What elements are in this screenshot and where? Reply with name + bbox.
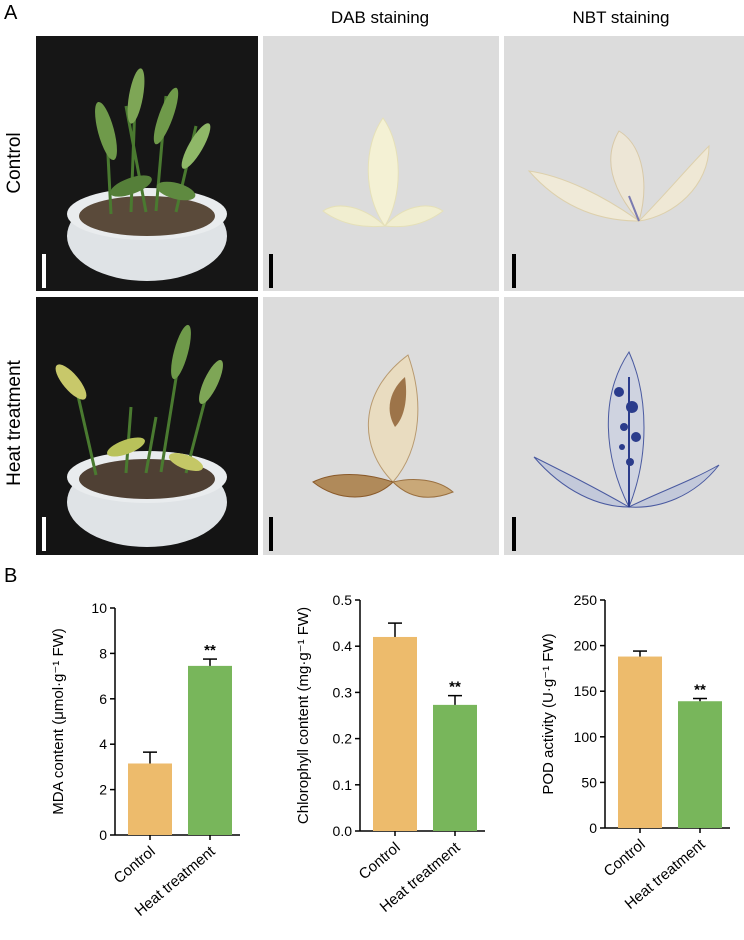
scale-bar [512, 254, 516, 288]
heat-dab-photo [263, 297, 499, 555]
chart-pod: 0 50 100 150 200 250 POD activity (U·g⁻¹ FW) Co… [500, 585, 740, 935]
bar-control [373, 636, 417, 831]
pod-chart-svg: 0 50 100 150 200 250 POD activity (U·g⁻¹ FW) Co… [540, 592, 730, 913]
chart-mda: 0 2 4 6 8 10 MDA content (μmol·g⁻¹ FW) Control *… [10, 590, 250, 935]
scale-bar [42, 254, 46, 288]
y-tick-label: 0 [589, 820, 597, 836]
control-plant-photo [36, 36, 258, 291]
row-label-heat: Heat treatment [4, 360, 25, 486]
heat-plant-photo [36, 297, 258, 555]
x-tick-label: Control [356, 839, 404, 883]
bar-heat-treatment [188, 665, 232, 835]
chlorophyll-chart-svg: 0.0 0.1 0.2 0.3 0.4 0.5 Chlorophyll content (m… [295, 592, 485, 916]
y-tick-label: 0.3 [333, 684, 353, 700]
y-tick-label: 8 [99, 645, 107, 661]
y-axis-label: MDA content (μmol·g⁻¹ FW) [50, 628, 67, 815]
control-dab-photo [263, 36, 499, 291]
panel-label-a: A [4, 2, 18, 24]
y-tick-label: 100 [574, 729, 598, 745]
x-tick-label: Control [111, 843, 159, 887]
mda-chart-svg: 0 2 4 6 8 10 MDA content (μmol·g⁻¹ FW) Control *… [50, 600, 240, 920]
row-label-control: Control [4, 132, 25, 194]
column-header-nbt: NBT staining [572, 8, 670, 27]
control-nbt-photo [504, 36, 744, 291]
heat-nbt-photo [504, 297, 744, 555]
y-tick-label: 150 [574, 683, 598, 699]
chart-chlorophyll: 0.0 0.1 0.2 0.3 0.4 0.5 Chlorophyll content (m… [255, 585, 495, 935]
bar-heat-treatment [433, 704, 477, 831]
column-header-dab: DAB staining [330, 8, 430, 27]
y-axis-label: POD activity (U·g⁻¹ FW) [540, 633, 557, 794]
y-tick-label: 4 [99, 736, 107, 752]
bar-control [618, 656, 662, 828]
panel-label-b: B [4, 565, 18, 587]
y-tick-label: 0.0 [333, 823, 353, 839]
scale-bar [512, 517, 516, 551]
y-tick-label: 0.1 [333, 777, 353, 793]
y-tick-label: 0 [99, 827, 107, 843]
y-tick-label: 6 [99, 691, 107, 707]
scale-bar [269, 254, 273, 288]
y-tick-label: 0.4 [333, 638, 353, 654]
y-tick-label: 0.2 [333, 731, 353, 747]
significance-marker: ** [449, 679, 461, 696]
y-tick-label: 10 [91, 600, 107, 616]
scale-bar [269, 517, 273, 551]
y-tick-label: 0.5 [333, 592, 353, 608]
y-tick-label: 200 [574, 638, 598, 654]
y-tick-label: 250 [574, 592, 598, 608]
y-tick-label: 2 [99, 782, 107, 798]
significance-marker: ** [204, 642, 216, 659]
y-tick-label: 50 [581, 774, 597, 790]
bar-heat-treatment [678, 701, 722, 828]
y-axis-label: Chlorophyll content (mg·g⁻¹ FW) [295, 607, 312, 824]
significance-marker: ** [694, 681, 706, 698]
bar-control [128, 763, 172, 835]
x-tick-label: Control [601, 836, 649, 880]
scale-bar [42, 517, 46, 551]
